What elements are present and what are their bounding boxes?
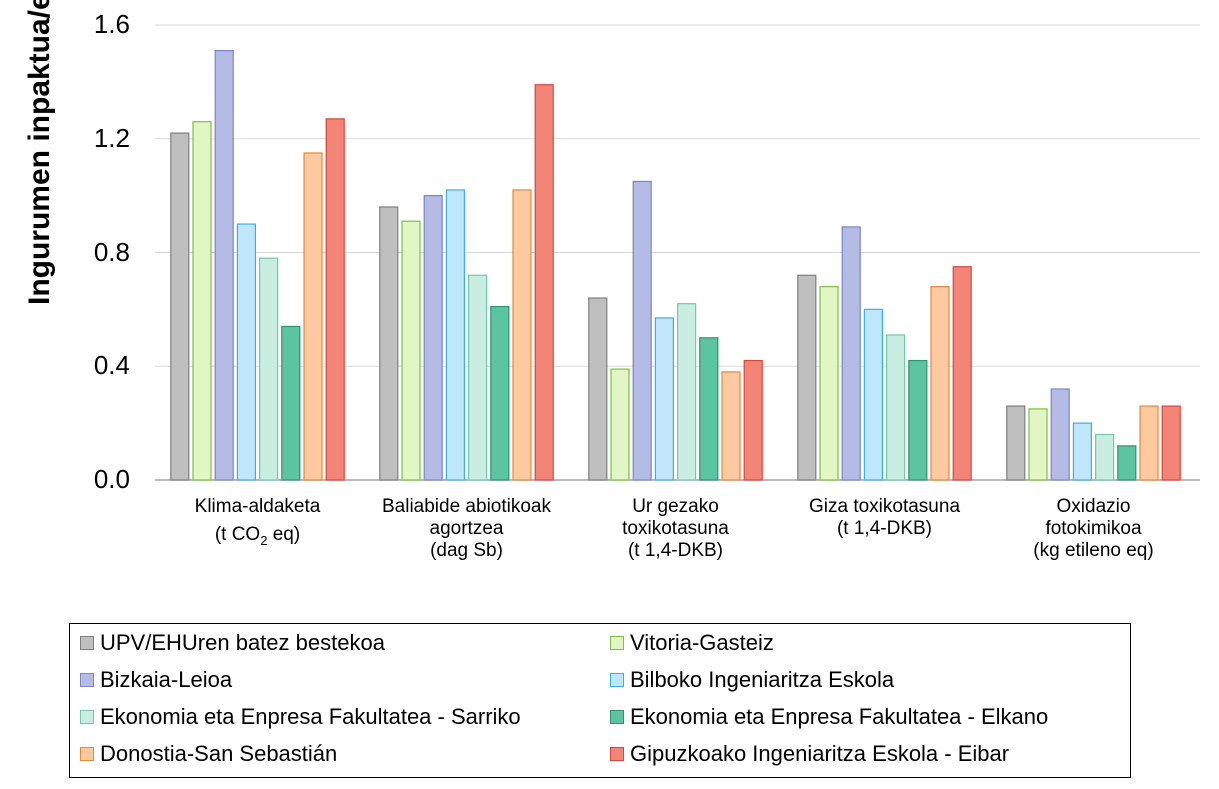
bar-series-0-cat-4 [1006, 405, 1026, 481]
legend: UPV/EHUren batez bestekoa Vitoria-Gasteiz… [69, 623, 1131, 778]
legend-swatch [80, 747, 94, 761]
bar-series-4-cat-2 [676, 303, 697, 481]
x-category-label: Oxidazio fotokimikoa (kg etileno eq) [1033, 496, 1154, 561]
bar-series-1-cat-3 [819, 286, 839, 481]
bar-series-2-cat-4 [1050, 388, 1070, 481]
bar-series-0-cat-1 [379, 206, 399, 481]
legend-item: Ekonomia eta Enpresa Fakultatea - Sarrik… [80, 704, 521, 730]
bar-series-4-cat-1 [468, 274, 488, 481]
bar-series-3-cat-3 [863, 308, 884, 481]
bar-series-7-cat-2 [743, 359, 763, 481]
bar-series-5-cat-3 [908, 359, 928, 481]
bar-series-7-cat-1 [534, 84, 554, 481]
bar-series-5-cat-2 [699, 337, 719, 481]
legend-label: Vitoria-Gasteiz [630, 630, 774, 655]
legend-label: UPV/EHUren batez bestekoa [100, 630, 385, 655]
bar-series-3-cat-0 [236, 223, 256, 481]
bar-series-3-cat-1 [445, 189, 465, 481]
legend-item: UPV/EHUren batez bestekoa [80, 630, 385, 656]
legend-swatch [610, 636, 624, 650]
x-category-label: Klima-aldaketa (t CO2 eq) [194, 496, 321, 548]
bar-series-1-cat-2 [610, 368, 630, 481]
legend-swatch [80, 636, 94, 650]
bar-series-7-cat-3 [952, 266, 972, 481]
bar-series-3-cat-4 [1072, 422, 1093, 481]
bar-series-0-cat-3 [797, 274, 817, 481]
bar-series-6-cat-3 [930, 286, 950, 481]
legend-item: Donostia-San Sebastián [80, 741, 337, 767]
bar-series-6-cat-4 [1139, 405, 1159, 481]
bar-series-6-cat-1 [512, 189, 532, 481]
legend-label: Ekonomia eta Enpresa Fakultatea - Elkano [630, 704, 1049, 729]
legend-swatch [80, 710, 94, 724]
legend-item: Bizkaia-Leioa [80, 667, 232, 693]
bar-series-6-cat-2 [721, 371, 741, 481]
y-tick-label: 0.8 [93, 236, 130, 267]
y-tick-label: 1.6 [93, 9, 130, 39]
x-category-label: Ur gezako toxikotasuna (t 1,4-DKB) [622, 496, 729, 561]
bar-series-1-cat-1 [401, 220, 421, 481]
bar-series-5-cat-1 [490, 305, 510, 481]
bar-series-2-cat-2 [632, 180, 652, 481]
bar-series-2-cat-1 [423, 195, 443, 481]
legend-label: Gipuzkoako Ingeniaritza Eskola - Eibar [630, 741, 1010, 766]
bar-series-1-cat-4 [1028, 408, 1048, 481]
legend-swatch [610, 673, 624, 687]
legend-label: Ekonomia eta Enpresa Fakultatea - Sarrik… [100, 704, 521, 729]
bar-series-2-cat-3 [841, 226, 861, 481]
legend-swatch [610, 747, 624, 761]
bar-series-4-cat-3 [885, 334, 906, 481]
y-tick-label: 0.0 [93, 464, 130, 494]
bar-series-5-cat-4 [1117, 445, 1137, 481]
bar-series-3-cat-2 [654, 317, 675, 481]
legend-label: Bilboko Ingeniaritza Eskola [630, 667, 895, 692]
bar-series-5-cat-0 [281, 325, 301, 481]
bar-series-4-cat-0 [259, 257, 279, 481]
x-category-label: Giza toxikotasuna (t 1,4-DKB) [808, 496, 961, 539]
legend-item: Bilboko Ingeniaritza Eskola [610, 667, 894, 693]
bar-series-2-cat-0 [214, 49, 234, 481]
x-category-label: Baliabide abiotikoak agortzea (dag Sb) [381, 496, 551, 561]
y-tick-label: 1.2 [93, 122, 130, 153]
bar-series-0-cat-2 [588, 297, 608, 481]
bar-series-1-cat-0 [192, 121, 212, 481]
y-axis-title: Ingurumen inpaktua/erabiltzaile [23, 0, 56, 305]
bar-series-7-cat-0 [325, 118, 345, 481]
legend-item: Ekonomia eta Enpresa Fakultatea - Elkano [610, 704, 1048, 730]
legend-swatch [610, 710, 624, 724]
bar-series-6-cat-0 [303, 152, 323, 481]
legend-label: Bizkaia-Leioa [100, 667, 233, 692]
legend-item: Vitoria-Gasteiz [610, 630, 774, 656]
bar-series-0-cat-0 [170, 132, 190, 481]
legend-item: Gipuzkoako Ingeniaritza Eskola - Eibar [610, 741, 1009, 767]
y-tick-label: 0.4 [93, 350, 130, 381]
legend-swatch [80, 673, 94, 687]
legend-label: Donostia-San Sebastián [100, 741, 338, 766]
bar-series-7-cat-4 [1161, 405, 1181, 481]
bar-series-4-cat-4 [1094, 433, 1115, 481]
